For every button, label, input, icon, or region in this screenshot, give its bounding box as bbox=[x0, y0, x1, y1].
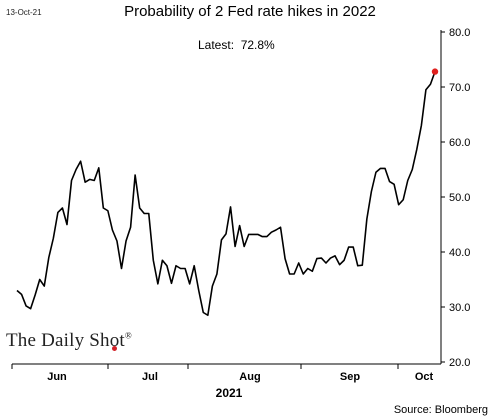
logo-registered-mark: ® bbox=[124, 330, 132, 341]
y-tick-label: 50.0 bbox=[449, 192, 470, 204]
series-group bbox=[16, 68, 439, 317]
logo-text: The Daily Shot bbox=[6, 330, 125, 351]
y-tick-label: 30.0 bbox=[449, 302, 470, 314]
x-tick-label: Oct bbox=[415, 371, 434, 383]
y-tick-label: 40.0 bbox=[449, 247, 470, 259]
y-tick-label: 70.0 bbox=[449, 82, 470, 94]
y-tick-label: 20.0 bbox=[449, 357, 470, 369]
x-tick-label: Jun bbox=[47, 371, 67, 383]
latest-point-marker bbox=[431, 68, 439, 75]
axis-group: 80.0 70.0 60.0 50.0 40.0 30.0 20.0 Jun Jul Aug Sep… bbox=[11, 27, 470, 400]
report-date: 13-Oct-21 bbox=[6, 8, 42, 17]
latest-value-label: Latest: 72.8% bbox=[198, 38, 275, 52]
y-tick-label: 80.0 bbox=[449, 27, 470, 39]
chart-title: Probability of 2 Fed rate hikes in 2022 bbox=[124, 3, 376, 20]
source-note: Source: Bloomberg bbox=[393, 404, 488, 416]
x-tick-label: Sep bbox=[340, 371, 360, 383]
daily-shot-logo: The Daily Shot® bbox=[6, 330, 132, 352]
series-line bbox=[16, 71, 436, 317]
x-axis-label: 2021 bbox=[216, 386, 243, 400]
logo-dot bbox=[112, 346, 117, 351]
x-tick-label: Jul bbox=[142, 371, 158, 383]
x-tick-label: Aug bbox=[239, 371, 260, 383]
y-tick-label: 60.0 bbox=[449, 137, 470, 149]
